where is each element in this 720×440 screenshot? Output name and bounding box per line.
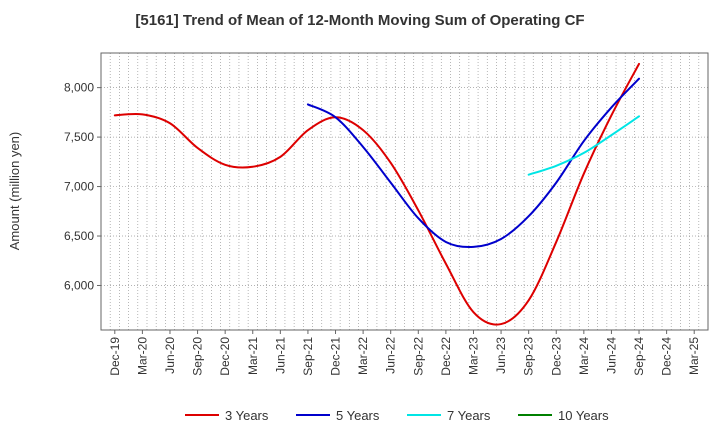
x-tick-label: Mar-22 xyxy=(356,337,370,375)
y-tick-label: 8,000 xyxy=(64,81,94,95)
x-tick-label: Dec-23 xyxy=(549,337,563,376)
x-tick-label: Mar-25 xyxy=(687,337,701,375)
x-tick-label: Sep-22 xyxy=(411,337,425,376)
x-tick-label: Jun-24 xyxy=(604,337,618,374)
grid-layer xyxy=(101,53,708,330)
x-tick-label: Sep-21 xyxy=(301,337,315,376)
x-tick-label: Sep-24 xyxy=(632,337,646,376)
plot-frame xyxy=(100,52,709,331)
x-tick-label: Mar-21 xyxy=(246,337,260,375)
series-line-5-years xyxy=(306,77,641,249)
legend-label: 10 Years xyxy=(558,408,609,423)
x-tick-label: Mar-24 xyxy=(577,337,591,375)
x-tick-label: Jun-21 xyxy=(273,337,287,374)
legend-label: 3 Years xyxy=(225,408,269,423)
x-tick-label: Dec-21 xyxy=(329,337,343,376)
x-tick-label: Sep-23 xyxy=(522,337,536,376)
x-tick-label: Mar-23 xyxy=(466,337,480,375)
x-tick-label: Dec-20 xyxy=(218,337,232,376)
series-line-7-years xyxy=(527,115,641,176)
legend: 3 Years 5 Years 7 Years 10 Years xyxy=(185,408,609,423)
series-layer xyxy=(113,62,641,326)
x-tick-label: Jun-22 xyxy=(384,337,398,374)
x-tick-label: Jun-20 xyxy=(163,337,177,374)
y-tick-label: 6,000 xyxy=(64,278,94,292)
x-tick-label: Dec-22 xyxy=(439,337,453,376)
y-tick-label: 7,500 xyxy=(64,130,94,144)
x-tick-label: Mar-20 xyxy=(135,337,149,375)
x-tick-label: Dec-19 xyxy=(108,337,122,376)
y-axis-label: Amount (million yen) xyxy=(7,132,22,251)
x-tick-label: Dec-24 xyxy=(660,337,674,376)
y-tick-label: 6,500 xyxy=(64,229,94,243)
x-ticks: Dec-19 Mar-20 Jun-20 Sep-20 Dec-20 Mar-21 Jun-… xyxy=(108,330,701,376)
chart-title: [5161] Trend of Mean of 12-Month Moving … xyxy=(135,12,585,29)
x-tick-label: Jun-23 xyxy=(494,337,508,374)
legend-label: 5 Years xyxy=(336,408,380,423)
y-tick-label: 7,000 xyxy=(64,180,94,194)
x-tick-label: Sep-20 xyxy=(191,337,205,376)
legend-label: 7 Years xyxy=(447,408,491,423)
series-line-3-years xyxy=(113,62,641,326)
y-ticks: 6,000 6,500 7,000 7,500 8,000 xyxy=(64,81,101,292)
